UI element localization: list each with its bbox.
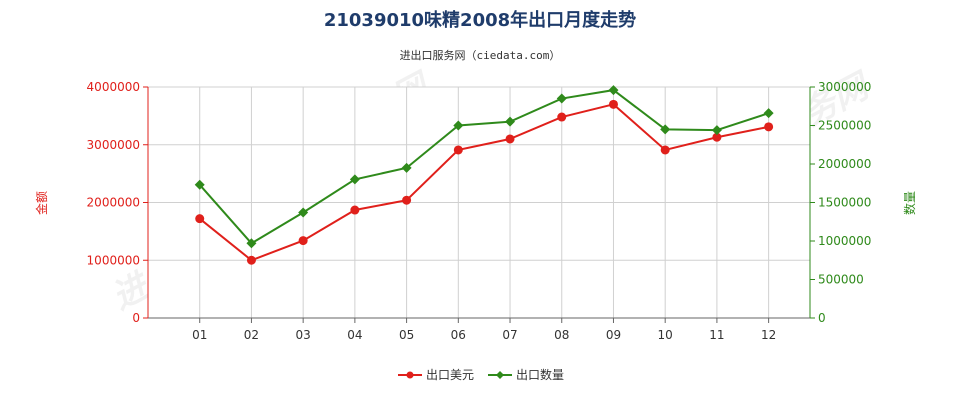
- series-point-2: [660, 124, 671, 135]
- series-point-2: [453, 120, 464, 131]
- chart-title: 21039010味精2008年出口月度走势: [324, 9, 636, 31]
- x-tick-label: 07: [502, 328, 517, 342]
- series-point-1: [608, 99, 618, 109]
- series-point-1: [246, 255, 256, 265]
- x-tick-label: 09: [606, 328, 621, 342]
- series-point-1: [195, 214, 205, 224]
- left-tick-label: 2000000: [87, 196, 140, 210]
- legend-label: 出口美元: [426, 368, 474, 382]
- x-tick-label: 08: [554, 328, 569, 342]
- x-tick-label: 12: [761, 328, 776, 342]
- right-tick-label: 3000000: [818, 80, 871, 94]
- series-point-2: [711, 125, 722, 136]
- series-point-1: [660, 145, 670, 155]
- series-point-1: [764, 122, 774, 132]
- legend-marker: [406, 371, 414, 379]
- right-tick-label: 2500000: [818, 119, 871, 133]
- x-tick-label: 05: [399, 328, 414, 342]
- x-tick-label: 02: [244, 328, 259, 342]
- right-tick-label: 500000: [818, 273, 864, 287]
- x-tick-label: 10: [658, 328, 673, 342]
- left-tick-label: 3000000: [87, 138, 140, 152]
- series-point-2: [505, 116, 516, 127]
- left-tick-label: 4000000: [87, 80, 140, 94]
- right-axis-title: 数量: [902, 191, 917, 215]
- series-point-2: [246, 238, 257, 249]
- x-tick-label: 06: [451, 328, 466, 342]
- series-point-2: [298, 207, 309, 218]
- series-line-2: [198, 89, 769, 245]
- chart-subtitle: 进出口服务网（ciedata.com）: [400, 48, 561, 62]
- series-point-1: [298, 236, 308, 246]
- x-tick-label: 11: [709, 328, 724, 342]
- legend-marker: [496, 371, 504, 379]
- right-tick-label: 1000000: [818, 234, 871, 248]
- series-point-2: [556, 93, 567, 104]
- right-tick-label: 2000000: [818, 157, 871, 171]
- series-point-2: [401, 162, 412, 173]
- x-tick-label: 03: [296, 328, 311, 342]
- x-tick-label: 01: [192, 328, 207, 342]
- series-point-1: [712, 132, 722, 142]
- right-tick-label: 0: [818, 311, 826, 325]
- plot-area: 0 1000000 2000000 3000000 4000000 0 500000 1000…: [87, 80, 872, 342]
- left-axis-title: 金额: [34, 191, 49, 215]
- x-tick-label: 04: [347, 328, 362, 342]
- series-point-1: [505, 134, 515, 144]
- legend-label: 出口数量: [516, 367, 564, 382]
- legend: 出口美元 出口数量: [398, 367, 564, 382]
- series-point-2: [349, 174, 360, 185]
- left-tick-label: 1000000: [87, 253, 140, 267]
- series-line-1: [199, 103, 769, 262]
- series-point-1: [402, 195, 412, 205]
- series-point-2: [194, 179, 205, 190]
- series-point-2: [763, 108, 774, 119]
- right-tick-label: 1500000: [818, 196, 871, 210]
- left-tick-label: 0: [132, 311, 140, 325]
- series-point-1: [557, 112, 567, 122]
- series-point-2: [608, 85, 619, 96]
- series-point-1: [453, 145, 463, 155]
- series-point-1: [350, 205, 360, 215]
